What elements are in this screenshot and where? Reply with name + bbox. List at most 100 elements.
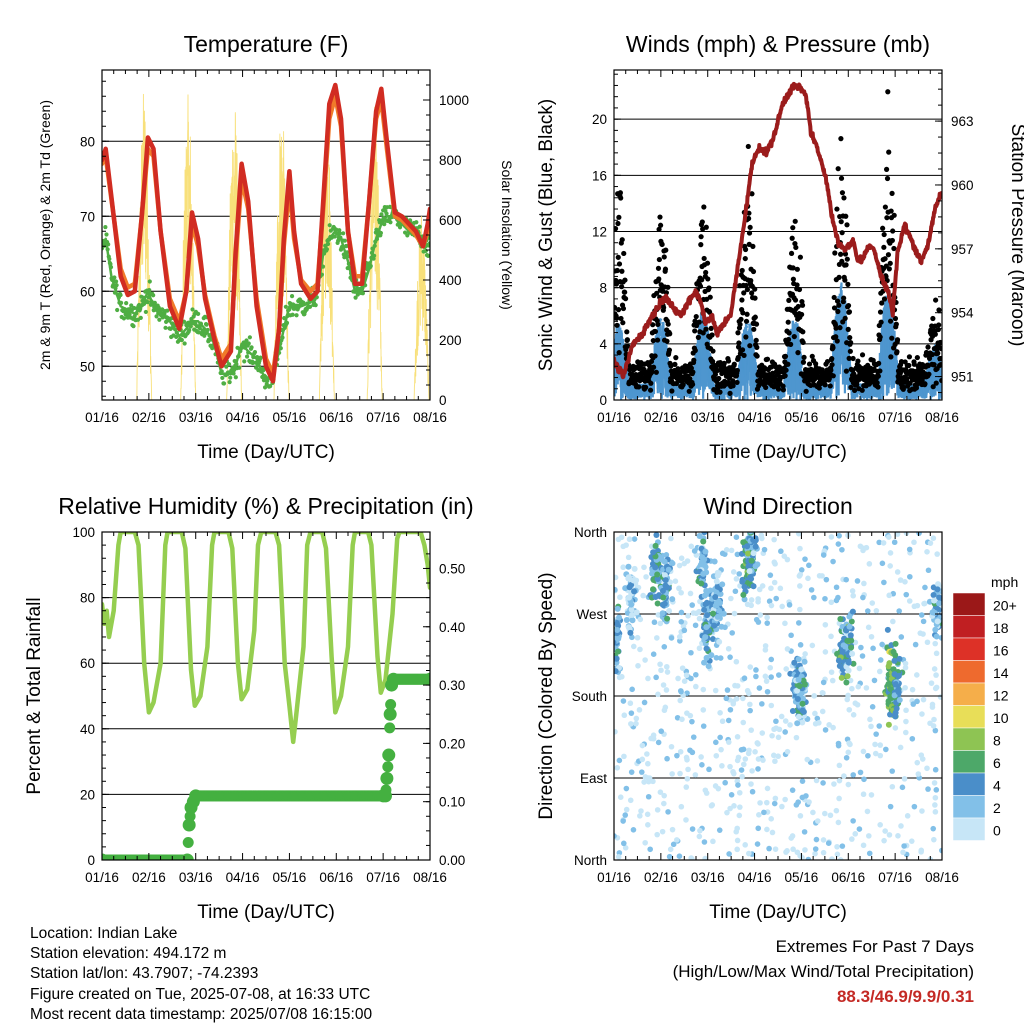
gust-point (754, 338, 759, 343)
gust-point (752, 287, 757, 292)
gust-point (829, 362, 834, 367)
gust-point (878, 334, 883, 339)
gust-point (690, 382, 695, 387)
gust-point (653, 353, 658, 358)
gust-point (617, 261, 622, 266)
gust-point (747, 230, 752, 235)
gust-point (751, 269, 756, 274)
gust-point (783, 368, 788, 373)
gust-point (701, 204, 706, 209)
gust-point (842, 278, 847, 283)
gust-point (875, 380, 880, 385)
dewpoint-point (145, 300, 149, 304)
gust-point (665, 285, 670, 290)
dewpoint-point (148, 279, 152, 283)
gust-point (886, 252, 891, 257)
chart-title: Temperature (F) (184, 31, 349, 57)
x-tick-label: 04/16 (738, 410, 772, 425)
gust-point (622, 277, 627, 282)
dewpoint-point (247, 341, 251, 345)
dewpoint-point (151, 293, 155, 297)
gust-point (700, 219, 705, 224)
chart-title: Winds (mph) & Pressure (mb) (626, 31, 930, 57)
gust-point (624, 329, 629, 334)
dewpoint-point (253, 350, 257, 354)
x-tick-label: 02/16 (644, 410, 678, 425)
gust-point (648, 381, 653, 386)
gust-point (891, 246, 896, 251)
gust-point (747, 343, 752, 348)
gust-point (884, 167, 889, 172)
dewpoint-point (227, 362, 231, 366)
plot-area (100, 85, 432, 400)
gust-point (732, 362, 737, 367)
gust-point (876, 361, 881, 366)
gust-point (615, 268, 620, 273)
x-tick-label: 01/16 (85, 410, 119, 425)
gust-point (698, 284, 703, 289)
gust-point (835, 309, 840, 314)
dewpoint-point (248, 335, 252, 339)
gust-point (716, 376, 721, 381)
gust-point (663, 267, 668, 272)
gust-point (801, 360, 806, 365)
gust-point (836, 303, 841, 308)
gust-point (828, 368, 833, 373)
gust-point (793, 297, 798, 302)
gust-point (765, 357, 770, 362)
y-tick-label: 20 (592, 112, 607, 127)
dewpoint-point (245, 354, 249, 358)
wind-pressure-panel: Winds (mph) & Pressure (mb)Time (Day/UTC… (536, 31, 1024, 463)
y2-tick-label: 200 (439, 333, 462, 348)
y-tick-label: 12 (592, 224, 607, 239)
data-marks (611, 84, 944, 400)
dewpoint-point (414, 220, 418, 224)
gust-point (875, 384, 880, 389)
dewpoint-point (196, 312, 200, 316)
gust-point (907, 354, 912, 359)
gust-point (879, 320, 884, 325)
gust-point (895, 337, 900, 342)
gust-point (619, 269, 624, 274)
gust-point (620, 237, 625, 242)
y2-tick-label: 954 (951, 306, 974, 321)
gust-point (935, 351, 940, 356)
gust-point (789, 251, 794, 256)
dewpoint-point (228, 380, 232, 384)
gust-point (847, 309, 852, 314)
gust-point (748, 225, 753, 230)
dewpoint-point (183, 341, 187, 345)
gust-point (709, 332, 714, 337)
gust-point (926, 372, 931, 377)
data-marks (96, 532, 437, 867)
x-axis-label: Time (Day/UTC) (197, 442, 335, 463)
y2-tick-label: 1000 (439, 93, 469, 108)
gust-point (636, 384, 641, 389)
dewpoint-point (144, 310, 148, 314)
gust-point (618, 190, 623, 195)
x-tick-label: 07/16 (366, 410, 400, 425)
x-tick-label: 04/16 (226, 410, 260, 425)
gust-point (843, 214, 848, 219)
gust-point (755, 353, 760, 358)
dewpoint-point (314, 303, 318, 307)
gust-point (750, 244, 755, 249)
gust-point (616, 215, 621, 220)
gust-point (736, 340, 741, 345)
gust-point (745, 287, 750, 292)
gust-point (694, 314, 699, 319)
dewpoint-point (234, 375, 238, 379)
gust-point (656, 276, 661, 281)
dewpoint-point (220, 376, 224, 380)
gust-point (743, 334, 748, 339)
dewpoint-point (388, 220, 392, 224)
gust-point (705, 261, 710, 266)
gust-point (785, 362, 790, 367)
gust-point (832, 250, 837, 255)
gust-point (933, 297, 938, 302)
gust-point (882, 256, 887, 261)
dewpoint-point (242, 359, 246, 363)
gust-point (783, 354, 788, 359)
y-tick-label: 60 (80, 284, 95, 299)
y-tick-label: 80 (80, 134, 95, 149)
